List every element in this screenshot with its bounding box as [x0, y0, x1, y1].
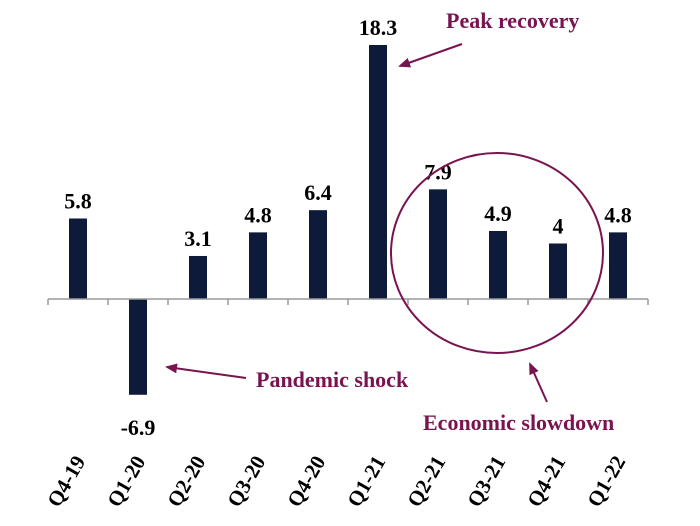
annotation-peak-recovery-arrow [398, 43, 463, 68]
value-label: 4.9 [484, 201, 512, 226]
x-tick-label: Q1-22 [582, 452, 630, 511]
bar-q2-20 [189, 255, 207, 299]
annotation-pandemic-shock: Pandemic shock [165, 363, 409, 392]
value-label: 3.1 [184, 226, 212, 251]
x-tick-label: Q3-21 [462, 452, 510, 511]
annotation-peak-recovery: Peak recovery [398, 8, 579, 68]
slowdown-circle [390, 152, 604, 354]
bar-q4-20 [309, 210, 327, 299]
bar-q4-19 [69, 218, 87, 299]
bar-q1-21 [369, 45, 387, 299]
x-tick-label: Q2-21 [402, 452, 450, 511]
x-tick-label: Q3-20 [222, 452, 270, 511]
bar-q3-20 [249, 232, 267, 299]
annotation-peak-recovery-label: Peak recovery [446, 8, 579, 33]
bars-group [69, 45, 627, 395]
bar-q1-22 [609, 232, 627, 299]
annotation-economic-slowdown-label: Economic slowdown [423, 410, 614, 435]
annotation-economic-slowdown-arrow [529, 362, 548, 403]
value-label: 7.9 [424, 159, 452, 184]
value-label: 4 [553, 213, 564, 238]
value-label: 5.8 [64, 188, 92, 213]
bar-q1-20 [129, 299, 147, 395]
bar-q3-21 [489, 230, 507, 299]
bar-q4-21 [549, 243, 567, 299]
annotation-economic-slowdown: Economic slowdown [390, 152, 614, 435]
value-label: 6.4 [304, 180, 332, 205]
x-tick-label: Q4-20 [282, 452, 330, 511]
bar-q2-21 [429, 189, 447, 299]
x-tick-label: Q4-19 [42, 452, 90, 511]
value-label: 4.8 [244, 202, 272, 227]
value-label: -6.9 [121, 415, 156, 440]
x-tick-label: Q4-21 [522, 452, 570, 511]
value-labels-group: 5.8 -6.9 3.1 4.8 6.4 18.3 7.9 4.9 4 4.8 [64, 15, 632, 440]
value-label: 4.8 [604, 202, 632, 227]
x-tick-label: Q1-20 [102, 452, 150, 511]
annotation-pandemic-shock-arrow [165, 363, 247, 379]
value-label: 18.3 [359, 15, 398, 40]
x-tick-labels-group: Q4-19 Q1-20 Q2-20 Q3-20 Q4-20 Q1-21 Q2-21 Q3-21… [42, 452, 630, 511]
tick-marks-group [47, 299, 649, 305]
x-tick-label: Q1-21 [342, 452, 390, 511]
annotation-pandemic-shock-label: Pandemic shock [256, 367, 409, 392]
x-tick-label: Q2-20 [162, 452, 210, 511]
